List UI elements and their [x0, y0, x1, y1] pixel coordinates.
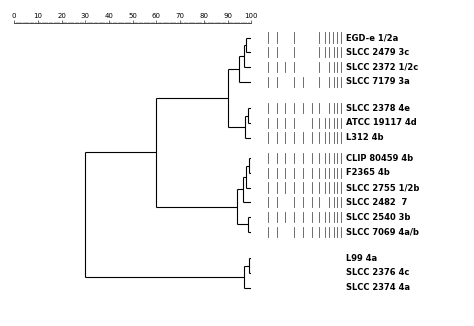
- Text: SLCC 2376 4c: SLCC 2376 4c: [346, 268, 410, 277]
- Text: F2365 4b: F2365 4b: [346, 169, 390, 177]
- Text: L312 4b: L312 4b: [346, 133, 383, 142]
- Text: L99 4a: L99 4a: [346, 254, 377, 263]
- Text: SLCC 7069 4a/b: SLCC 7069 4a/b: [346, 227, 419, 236]
- Text: SLCC 2479 3c: SLCC 2479 3c: [346, 48, 409, 57]
- Text: SLCC 2378 4e: SLCC 2378 4e: [346, 104, 410, 113]
- Text: EGD-e 1/2a: EGD-e 1/2a: [346, 33, 398, 42]
- Text: SLCC 2372 1/2c: SLCC 2372 1/2c: [346, 63, 418, 71]
- Text: SLCC 2755 1/2b: SLCC 2755 1/2b: [346, 183, 419, 192]
- Text: SLCC 2540 3b: SLCC 2540 3b: [346, 213, 410, 221]
- Text: CLIP 80459 4b: CLIP 80459 4b: [346, 154, 413, 163]
- Text: ATCC 19117 4d: ATCC 19117 4d: [346, 118, 417, 127]
- Text: SLCC 7179 3a: SLCC 7179 3a: [346, 77, 410, 86]
- Text: SLCC 2374 4a: SLCC 2374 4a: [346, 283, 410, 292]
- Text: SLCC 2482  7: SLCC 2482 7: [346, 198, 407, 207]
